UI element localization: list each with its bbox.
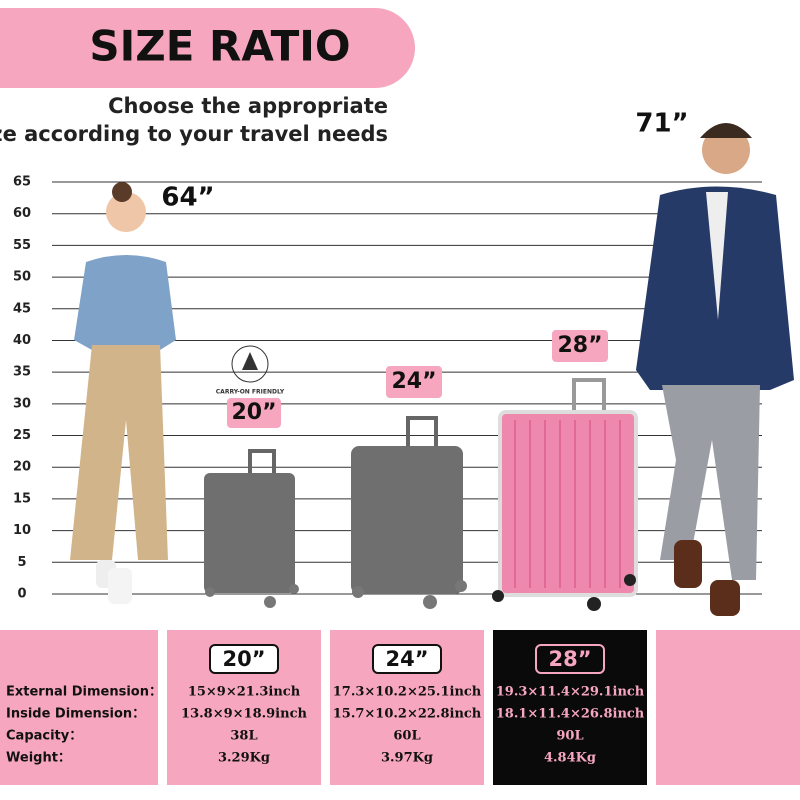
size-box: [209, 644, 279, 674]
spec-value: 17.3×10.2×25.1inch: [333, 685, 482, 700]
scale-label: 20: [13, 460, 31, 475]
subtitle-line: size according to your travel needs: [0, 122, 388, 146]
scale-label: 25: [13, 428, 31, 443]
spec-value: 4.84Kg: [544, 751, 596, 766]
scale-label: 30: [13, 396, 31, 411]
size-tag-bg: [227, 398, 281, 428]
spec-value: 15×9×21.3inch: [188, 685, 301, 700]
row-label: Capacity：: [6, 729, 82, 744]
size-tag-bg: [552, 330, 608, 362]
size-tag: 20”: [231, 400, 276, 425]
suitcase-20: [204, 449, 299, 608]
man-height: 71”: [635, 109, 688, 139]
spec-value: 38L: [230, 729, 257, 744]
scale-label: 15: [13, 491, 31, 506]
label-cell: [0, 630, 158, 785]
size-box: [372, 644, 442, 674]
woman-height: 64”: [161, 183, 214, 213]
row-label: External Dimension：: [6, 685, 162, 700]
scale-label: 65: [13, 175, 31, 190]
size-heading: 20”: [222, 647, 265, 671]
scale-label: 10: [13, 523, 31, 538]
size-tag: 28”: [557, 333, 602, 358]
spec-value: 3.97Kg: [381, 751, 433, 766]
title-banner: [0, 8, 415, 88]
spec-cell: [493, 630, 647, 785]
spec-value: 90L: [556, 729, 583, 744]
scale-label: 55: [13, 238, 31, 253]
badge-text: CARRY-ON FRIENDLY: [216, 389, 285, 396]
row-label: Inside Dimension：: [6, 707, 145, 722]
size-tag: 24”: [391, 369, 436, 394]
size-box: [535, 644, 605, 674]
spec-value: 60L: [393, 729, 420, 744]
subtitle-line: Choose the appropriate: [108, 94, 388, 118]
spec-value: 3.29Kg: [218, 751, 270, 766]
spec-value: 13.8×9×18.9inch: [181, 707, 307, 722]
title: SIZE RATIO: [89, 22, 350, 71]
scale-label: 35: [13, 365, 31, 380]
scale-label: 60: [13, 206, 31, 221]
blank-cell: [656, 630, 800, 785]
scale-label: 0: [17, 587, 26, 602]
size-tag-bg: [386, 366, 442, 398]
spec-value: 15.7×10.2×22.8inch: [333, 707, 482, 722]
size-heading: 28”: [548, 647, 591, 671]
scale-label: 45: [13, 301, 31, 316]
spec-table: External Dimension： Inside Dimension： Capa…: [0, 630, 800, 785]
carry-on-badge: [231, 345, 269, 383]
scale-label: 40: [13, 333, 31, 348]
spec-value: 18.1×11.4×26.8inch: [496, 707, 645, 722]
suitcase-28: [492, 378, 638, 611]
size-heading: 24”: [385, 647, 428, 671]
suitcase-24: [351, 416, 467, 609]
man-figure: [636, 123, 794, 616]
scale-label: 5: [17, 555, 26, 570]
row-label: Weight：: [6, 751, 71, 766]
scale-label: 50: [13, 270, 31, 285]
spec-value: 19.3×11.4×29.1inch: [496, 685, 645, 700]
woman-figure: [70, 182, 176, 604]
